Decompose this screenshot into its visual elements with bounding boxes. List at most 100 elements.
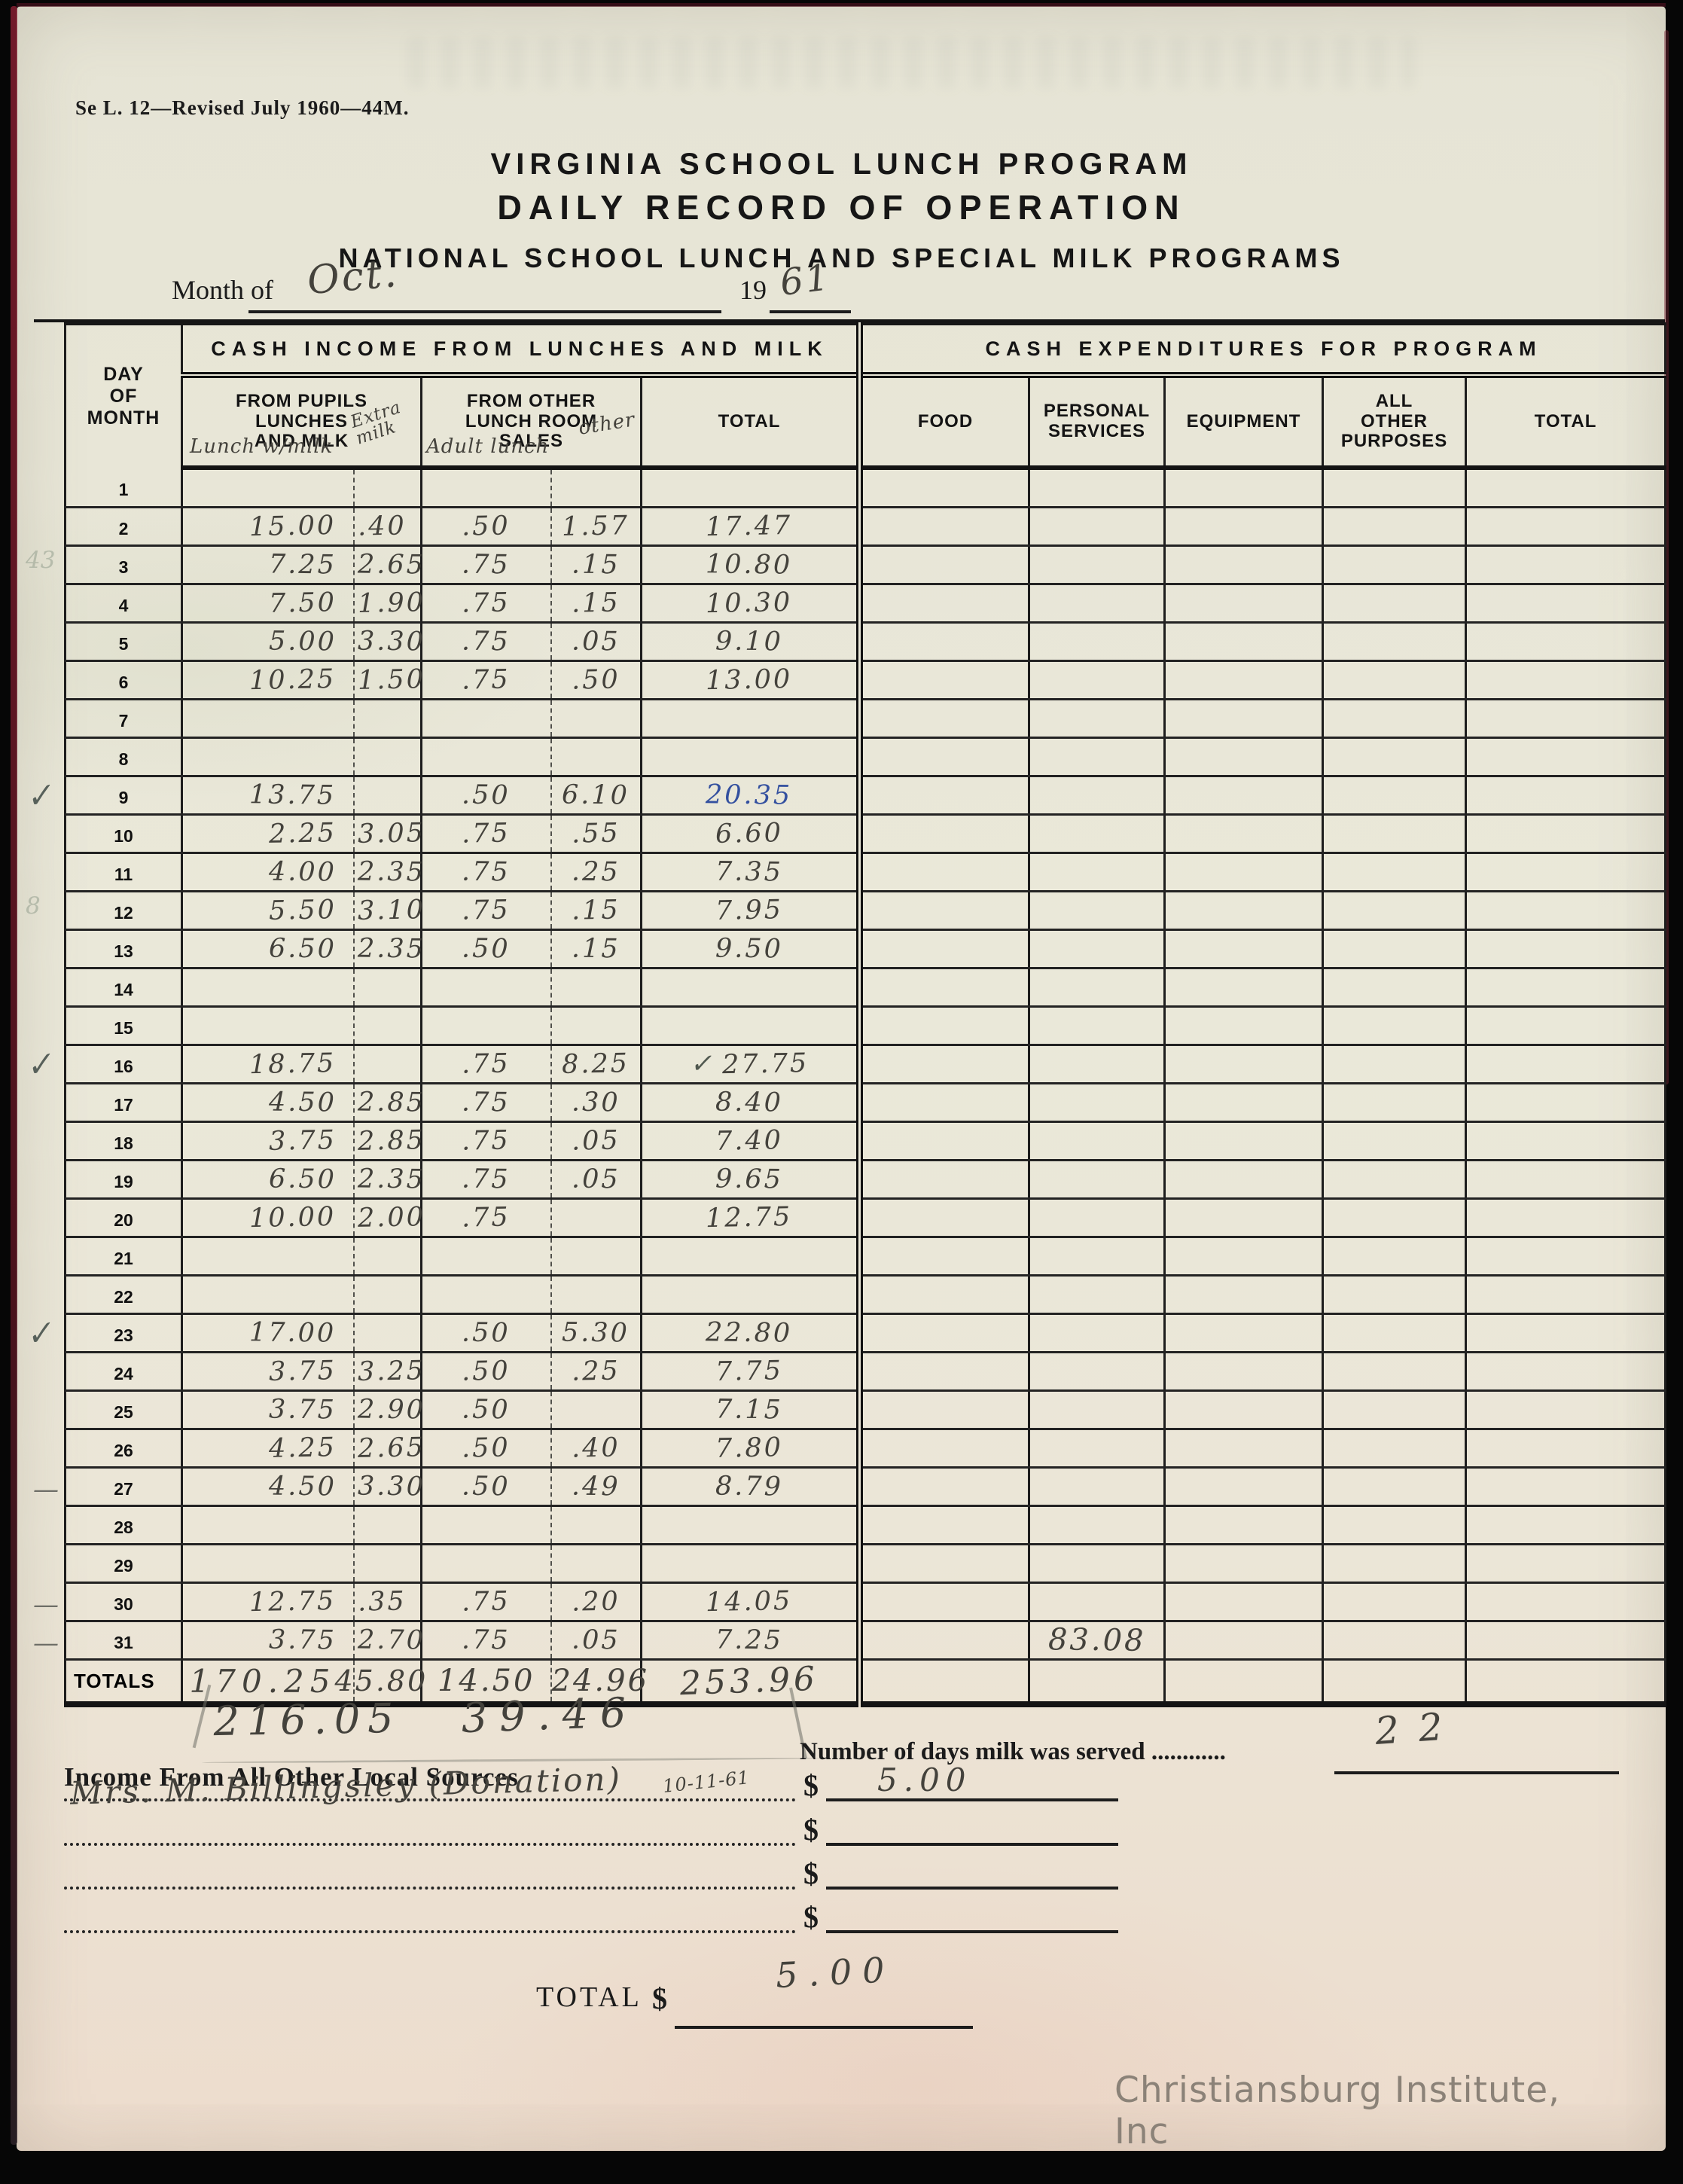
cell-extra-milk: 3.30: [357, 1471, 425, 1502]
cell-extra-milk: 3.25: [357, 1356, 425, 1387]
cell-lunch-with-milk: 4.50: [268, 1087, 337, 1118]
grand-total-income: 253.96: [679, 1659, 819, 1703]
month-underline: [248, 310, 721, 313]
day-number: 5: [118, 634, 129, 654]
local-source-entry: $: [64, 1805, 1118, 1847]
local-source-entry: $: [64, 1849, 1118, 1890]
cell-extra-milk: .35: [357, 1586, 407, 1618]
cell-extra-milk: 2.90: [357, 1394, 425, 1426]
month-handwritten-value: Oct.: [305, 250, 401, 304]
cell-lunch-with-milk: 10.00: [248, 1201, 337, 1234]
cell-lunch-with-milk: 4.50: [268, 1471, 337, 1502]
day-number: 31: [114, 1633, 133, 1652]
table-row: 2 15.00 .40 .50 1.57 17.47: [64, 507, 1667, 547]
page-edge-top-strip: [17, 3, 1666, 7]
day-number: 16: [114, 1057, 133, 1076]
margin-annotation: 43: [26, 547, 56, 574]
dollar-sign: $: [803, 1856, 819, 1890]
table-row: 24 3.75 3.25 .50 .25 7.75: [64, 1352, 1667, 1392]
total-lunch-milk: 170.25: [189, 1662, 337, 1700]
cell-extra-milk: 3.05: [357, 818, 425, 850]
milk-days-value: 22: [1374, 1704, 1464, 1753]
table-row: 21: [64, 1237, 1667, 1277]
cell-lunch-with-milk: 3.75: [268, 1624, 337, 1656]
cell-adult-lunch: .75: [462, 856, 511, 888]
col-header-expense-total: TOTAL: [1465, 375, 1667, 470]
cell-lunch-with-milk: 12.75: [248, 1585, 337, 1618]
subtotal-pupils-bracket: 216.05: [212, 1694, 401, 1746]
cell-other-sales: 6.10: [562, 779, 630, 811]
subtotal-other-bracket: 39.46: [460, 1688, 639, 1743]
cell-income-total: 9.50: [715, 933, 784, 965]
table-row: ✓ 9 13.75.50 6.10 20.35: [23, 775, 1667, 816]
table-row: 43 3 7.25 2.65 .75 .15 10.80: [26, 545, 1667, 585]
cell-extra-milk: 2.35: [357, 933, 425, 965]
day-number: 20: [114, 1210, 133, 1230]
cell-adult-lunch: .50: [462, 779, 511, 811]
cell-adult-lunch: .75: [462, 626, 511, 657]
cell-income-total: 7.40: [715, 1125, 784, 1157]
year-handwritten-value: 61: [777, 256, 834, 304]
margin-annotation: —: [33, 1628, 59, 1658]
table-row: 8: [64, 737, 1667, 777]
cell-income-total: 9.10: [715, 626, 784, 657]
cell-adult-lunch: .75: [462, 587, 511, 619]
local-source-amount-line: [826, 1930, 1118, 1933]
col-header-other-sales: FROM OTHER LUNCH ROOM SALES: [420, 375, 642, 470]
day-number: 30: [114, 1594, 133, 1614]
day-number: 8: [118, 749, 129, 769]
table-row: 8 12 5.50 3.10 .75 .15 7.95: [26, 891, 1667, 931]
table-row: ✓ 23 17.00.50 5.30 22.80: [23, 1313, 1667, 1354]
footer-total-underline: [675, 2026, 973, 2029]
cell-other-sales: .15: [571, 933, 620, 965]
cell-lunch-with-milk: 3.75: [268, 1394, 337, 1426]
cell-lunch-with-milk: 7.50: [268, 587, 337, 619]
table-row: 5 5.00 3.30 .75 .05 9.10: [64, 622, 1667, 662]
day-number: 10: [114, 826, 133, 846]
cell-other-sales: .40: [571, 1432, 620, 1464]
cell-adult-lunch: .75: [462, 1125, 511, 1157]
milk-days-underline: [1334, 1771, 1619, 1774]
page-edge-red-strip: [11, 6, 17, 2145]
local-source-amount-line: [826, 1798, 1118, 1801]
day-number: 4: [118, 596, 129, 615]
cell-income-total: 27.75: [721, 1048, 809, 1081]
cell-lunch-with-milk: 6.50: [268, 1164, 337, 1195]
day-number: 15: [114, 1018, 133, 1038]
local-source-entry: $: [64, 1893, 1118, 1934]
cell-extra-milk: 2.65: [357, 549, 425, 581]
day-number: 7: [118, 711, 129, 731]
cell-lunch-with-milk: 3.75: [268, 1356, 337, 1387]
dollar-sign: $: [803, 1900, 819, 1934]
page-subtitle: DAILY RECORD OF OPERATION: [497, 188, 1186, 227]
day-number: 23: [114, 1325, 133, 1345]
day-number: 14: [114, 980, 133, 999]
footer-total-amount: 5.00: [774, 1948, 896, 1996]
table-row: 7: [64, 699, 1667, 739]
header-rule: [34, 319, 1665, 322]
cell-other-sales: .05: [571, 626, 620, 657]
cell-lunch-with-milk: 17.00: [249, 1317, 337, 1349]
check-mark: ✓: [689, 1048, 715, 1080]
col-header-income-total: TOTAL: [639, 375, 860, 470]
cell-income-total: 20.35: [706, 779, 793, 811]
cell-income-total: 10.80: [706, 549, 793, 581]
page-title: VIRGINIA SCHOOL LUNCH PROGRAM: [490, 148, 1193, 181]
cell-extra-milk: 2.70: [357, 1624, 425, 1656]
day-number: 12: [114, 903, 133, 923]
day-number: 11: [114, 865, 133, 884]
cell-adult-lunch: .50: [462, 1356, 511, 1387]
year-printed-prefix: 19: [739, 275, 767, 305]
table-row: 17 4.50 2.85 .75 .30 8.40: [64, 1083, 1667, 1123]
cell-adult-lunch: .50: [462, 511, 511, 542]
cell-lunch-with-milk: 6.50: [268, 933, 337, 965]
local-source-entry: Mrs. M. Billingsley (Donation) $5.00: [64, 1760, 1118, 1812]
local-sources-label: Income From All Other Local Sources: [64, 1762, 519, 1792]
sublabel-adult-lunch: Adult lunch: [426, 435, 550, 458]
day-of-month-header: DAY OF MONTH: [64, 324, 182, 468]
cell-lunch-with-milk: 15.00: [248, 510, 337, 543]
cell-adult-lunch: .50: [462, 1432, 511, 1464]
cell-adult-lunch: .75: [462, 664, 511, 696]
cell-extra-milk: 2.35: [357, 856, 425, 888]
cell-extra-milk: 1.50: [357, 664, 425, 696]
